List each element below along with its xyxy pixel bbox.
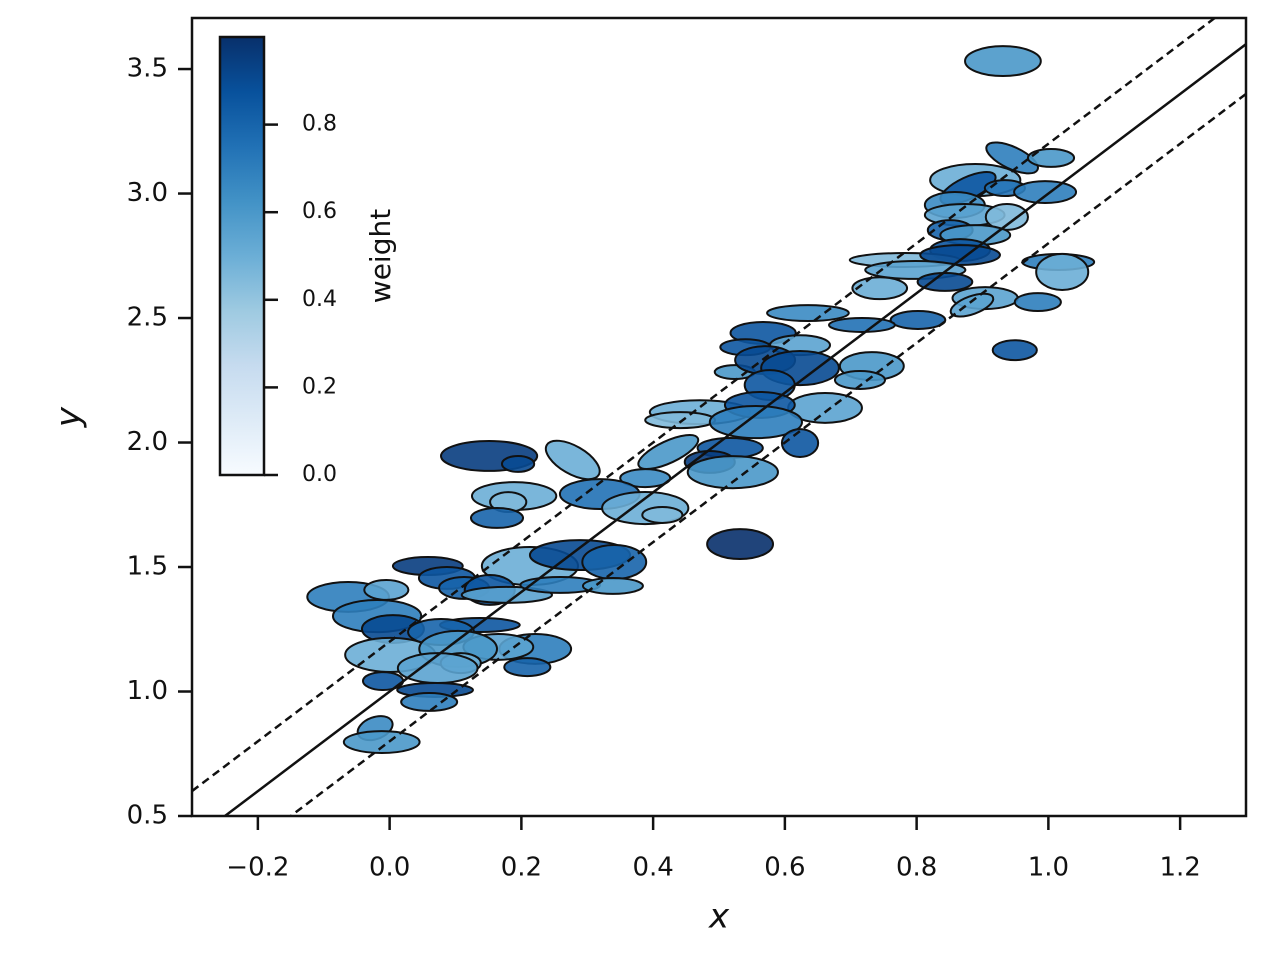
ellipse-point <box>828 317 896 333</box>
ellipse-point <box>964 45 1042 78</box>
colorbar-tick-label: 0.0 <box>302 462 337 487</box>
ellipse-point <box>706 528 775 561</box>
axes-frame <box>190 16 1248 818</box>
ellipse-point <box>400 692 459 712</box>
ellipse-point <box>889 310 947 330</box>
ellipse-point <box>949 292 995 318</box>
x-tick-label: −0.2 <box>226 853 289 883</box>
colorbar: 0.0 0.2 0.4 0.6 0.8 weight <box>218 35 397 487</box>
ellipse-point <box>342 730 421 755</box>
ellipse-point <box>708 405 804 440</box>
ellipse-point <box>581 576 644 595</box>
bound-line <box>288 92 1246 816</box>
y-tick-label: 3.0 <box>127 178 168 208</box>
x-tick-label: 0.2 <box>501 853 542 883</box>
x-tick-label: 1.0 <box>1028 853 1069 883</box>
ellipse-point <box>1013 180 1078 204</box>
y-tick-label: 0.5 <box>127 801 168 831</box>
ellipse-point <box>500 454 536 473</box>
ellipse-point <box>851 276 909 301</box>
colorbar-tick-label: 0.4 <box>302 287 337 312</box>
colorbar-tick-label: 0.6 <box>302 199 337 224</box>
x-axis-label: x <box>708 897 730 937</box>
colorbar-gradient <box>218 35 266 477</box>
x-tick-label: 1.2 <box>1159 853 1200 883</box>
colorbar-tick-label: 0.2 <box>302 374 337 399</box>
ellipse-point <box>503 657 552 678</box>
fit-line <box>222 43 1246 816</box>
ellipse-point <box>581 543 648 581</box>
plot-area <box>192 18 1246 816</box>
ellipse-point <box>641 506 684 524</box>
ellipse-point <box>363 578 410 601</box>
ellipse-point <box>780 428 820 458</box>
bound-line <box>192 18 1217 793</box>
x-tick-label: 0.8 <box>896 853 937 883</box>
ellipse-point <box>469 507 525 529</box>
colorbar-label: weight <box>364 209 397 303</box>
ellipse-point <box>766 304 850 323</box>
colorbar-tick-label: 0.8 <box>302 112 337 137</box>
ellipse-point <box>1026 147 1076 168</box>
ellipse-point <box>637 433 700 470</box>
y-tick-label: 2.5 <box>127 303 168 333</box>
y-tick-label: 3.5 <box>127 54 168 84</box>
ellipse-point <box>1035 252 1090 292</box>
y-tick-label: 2.0 <box>127 427 168 457</box>
ellipse-point <box>544 439 601 481</box>
ellipse-point <box>833 370 887 390</box>
x-tick-label: 0.0 <box>369 853 410 883</box>
x-tick-label: 0.6 <box>764 853 805 883</box>
ellipse-point <box>644 411 717 430</box>
y-axis-label: y <box>49 406 89 428</box>
y-tick-label: 1.5 <box>127 552 168 582</box>
ellipse-point <box>1013 292 1062 313</box>
ellipse-point <box>916 271 974 292</box>
x-tick-label: 0.4 <box>632 853 673 883</box>
ellipse-point <box>396 652 479 685</box>
ellipse-point <box>991 339 1038 362</box>
y-tick-label: 1.0 <box>127 676 168 706</box>
